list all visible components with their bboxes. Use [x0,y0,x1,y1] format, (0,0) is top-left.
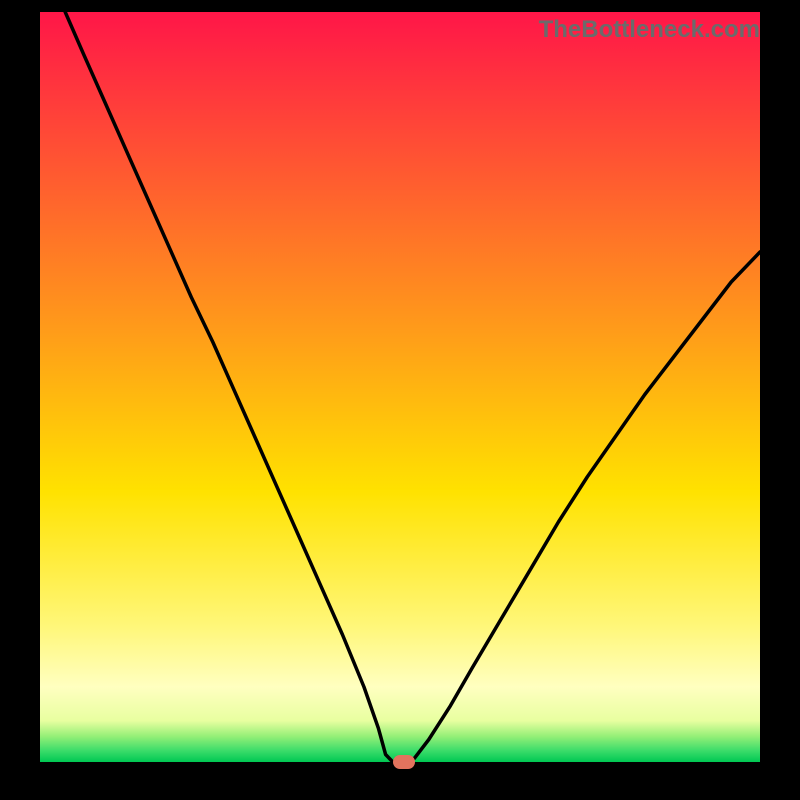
watermark-text: TheBottleneck.com [539,16,760,44]
chart-root: TheBottleneck.com [0,0,800,800]
optimal-point-marker [393,755,415,769]
bottleneck-curve [0,0,800,800]
